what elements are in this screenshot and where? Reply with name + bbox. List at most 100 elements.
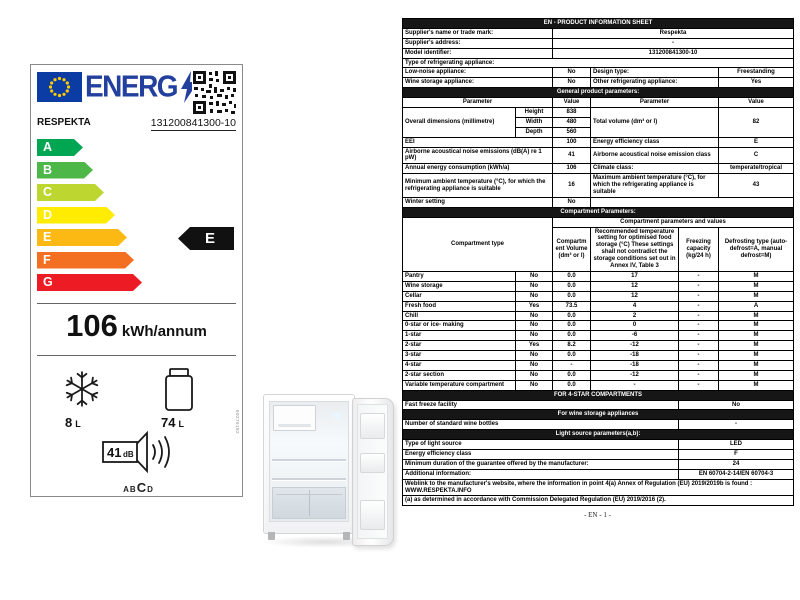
table-row: Winter setting No — [402, 196, 795, 208]
door-liner — [357, 404, 388, 539]
freezer-volume-value: 8 — [65, 415, 73, 430]
table-cell: 3-star — [402, 350, 516, 361]
label-header-row: RESPEKTA 131200841300-10 — [37, 115, 236, 131]
table-cell: 2-star — [402, 340, 516, 352]
noise-class-highlight: C — [136, 480, 148, 495]
table-cell: 0.0 — [552, 310, 591, 322]
table-cell: 2 — [590, 310, 679, 322]
table-cell: Chill — [402, 310, 516, 322]
table-row: 3-star No 0.0 -18- M — [402, 350, 795, 361]
table-cell: 0.0 — [552, 320, 591, 332]
table-row: Supplier's address: - — [402, 37, 795, 49]
table-row: Additional information: EN 60704-2-14/EN … — [402, 468, 795, 480]
table-cell: No — [552, 196, 591, 208]
table-cell: -18 — [590, 350, 679, 361]
table-cell: Airborne acoustical noise emission class — [590, 146, 719, 165]
table-row: Type of refrigerating appliance: — [401, 57, 795, 69]
table-cell: Variable temperature compartment — [402, 379, 516, 391]
table-cell: Compartment type — [402, 216, 553, 272]
table-cell: Value — [552, 97, 591, 109]
table-cell: - — [678, 320, 719, 332]
table-cell: Parameter — [402, 97, 553, 109]
table-row: (a) as determined in accordance with Com… — [401, 495, 795, 507]
table-cell: Energy efficiency class — [402, 448, 679, 460]
table-cell: Minimum duration of the guarantee offere… — [402, 458, 679, 470]
table-cell: - — [678, 310, 719, 322]
noise-class-scale: ABCD — [81, 480, 196, 495]
table-cell: Defrosting type (auto-defrost=A, manual … — [717, 226, 795, 272]
fridge-foot — [343, 532, 350, 540]
table-cell: No — [515, 310, 553, 322]
table-cell: Freestanding — [717, 67, 795, 79]
table-cell: F — [677, 448, 795, 460]
page-number: - EN - 1 - — [584, 511, 611, 520]
qr-code — [192, 70, 237, 115]
table-cell: No — [515, 280, 553, 292]
rating-arrow: E — [178, 227, 234, 250]
freezer-volume-unit: L — [75, 419, 81, 429]
freezer-compartment — [273, 405, 316, 431]
table-cell: Pantry — [402, 270, 516, 282]
table-row: General product parameters: — [401, 87, 795, 99]
shelf — [272, 478, 346, 481]
crisper-drawer — [272, 487, 346, 519]
table-cell: 0.0 — [552, 270, 591, 282]
table-cell: 4-star — [402, 359, 516, 371]
table-cell: - — [678, 300, 719, 312]
table-cell: Model identifier: — [402, 47, 553, 59]
fridge-door-open — [352, 398, 394, 546]
table-cell: Fast freeze facility — [402, 399, 679, 411]
fridge-cabinet — [263, 394, 355, 540]
table-cell: 12 — [590, 280, 679, 292]
shelf — [272, 459, 346, 462]
table-cell: Design type: — [590, 67, 719, 79]
table-row: For wine storage appliances — [401, 409, 795, 421]
table-cell: No — [552, 67, 591, 79]
table-row: EN - PRODUCT INFORMATION SHEET — [401, 18, 795, 29]
fridge-foot — [268, 532, 275, 540]
table-cell: No — [515, 369, 553, 381]
table-cell: Fresh food — [402, 300, 516, 312]
table-cell: Value — [717, 97, 795, 109]
svg-text:dB: dB — [123, 450, 134, 459]
consumption-value: 106 — [66, 308, 118, 343]
table-cell: - — [678, 369, 719, 381]
table-row: Supplier's name or trade mark: Respekta — [402, 27, 795, 39]
table-cell: 0 — [590, 320, 679, 332]
table-cell: 0.0 — [552, 290, 591, 302]
table-cell: M — [717, 350, 795, 361]
class-arrow-b: B — [37, 162, 93, 179]
interior-light — [332, 410, 342, 420]
table-row: Cellar No 0.0 12- M — [402, 290, 795, 302]
table-cell: M — [717, 310, 795, 322]
table-cell: Width — [515, 116, 553, 128]
table-cell: - — [551, 37, 795, 49]
table-cell: Compartment parameters and values — [551, 216, 795, 228]
table-cell: EN - PRODUCT INFORMATION SHEET — [401, 18, 795, 29]
table-cell: -12 — [590, 340, 679, 352]
fridge-volume-unit: L — [178, 419, 184, 429]
table-cell: Type of refrigerating appliance: — [401, 57, 795, 69]
table-cell: 41 — [552, 146, 591, 165]
table-cell: 16 — [552, 173, 591, 198]
table-cell: No — [515, 350, 553, 361]
table-cell: Supplier's address: — [402, 37, 553, 49]
table-cell: Wine storage — [402, 280, 516, 292]
table-cell: Number of standard wine bottles — [402, 419, 679, 431]
product-sheet-table: EN - PRODUCT INFORMATION SHEET Supplier's… — [401, 18, 795, 507]
table-row: Wine storage No 0.0 12- M — [402, 280, 795, 292]
table-row: 2-star section No 0.0 -12- M — [402, 369, 795, 381]
table-cell: Winter setting — [402, 196, 553, 208]
table-cell: A — [717, 300, 795, 312]
table-cell: Other refrigerating appliance: — [590, 77, 719, 89]
table-cell: -12 — [590, 369, 679, 381]
supplier-name: RESPEKTA — [37, 117, 91, 128]
class-arrow-e: E — [37, 229, 127, 246]
table-cell: M — [717, 290, 795, 302]
product-information-sheet: EN - PRODUCT INFORMATION SHEET Supplier's… — [401, 18, 795, 520]
table-cell: 43 — [717, 173, 795, 198]
table-row: Parameter Value Parameter Value — [402, 97, 795, 109]
table-cell: No — [515, 290, 553, 302]
table-row: Airborne acoustical noise emissions (dB(… — [402, 146, 795, 165]
